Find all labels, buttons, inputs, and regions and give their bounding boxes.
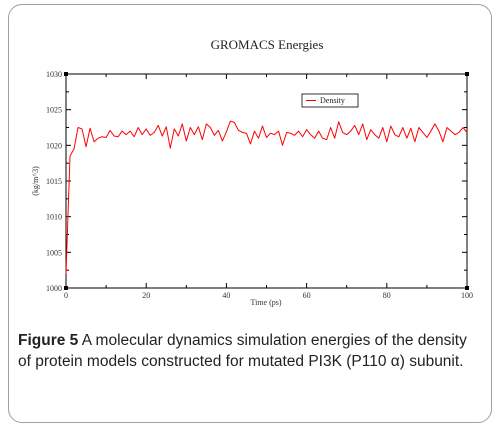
x-tick-label: 20 bbox=[142, 291, 150, 300]
y-axis-ticks: 1000 1005 1010 1015 1020 1025 1030 bbox=[46, 70, 467, 293]
y-tick-label: 1010 bbox=[46, 213, 62, 222]
y-tick-label: 1000 bbox=[46, 284, 62, 293]
legend-box bbox=[301, 93, 359, 108]
figure-caption-label: Figure 5 bbox=[18, 332, 79, 349]
x-axis-ticks: 0 20 40 60 80 100 bbox=[64, 72, 473, 300]
series-line-density bbox=[65, 120, 468, 274]
chart-title: GROMACS Energies bbox=[211, 37, 324, 52]
figure-caption: Figure 5 A molecular dynamics simulation… bbox=[18, 330, 483, 372]
y-tick-label: 1015 bbox=[46, 177, 62, 186]
y-tick-label: 1030 bbox=[46, 70, 62, 79]
y-tick-label: 1020 bbox=[46, 141, 62, 150]
frame-corner-marker bbox=[465, 286, 469, 290]
y-tick-label: 1025 bbox=[46, 106, 62, 115]
legend: Density bbox=[301, 93, 359, 108]
x-tick-label: 60 bbox=[303, 291, 311, 300]
x-tick-label: 100 bbox=[461, 291, 473, 300]
legend-label-density: Density bbox=[320, 96, 345, 105]
series-layer bbox=[65, 120, 468, 274]
y-tick-label: 1005 bbox=[46, 248, 62, 257]
x-axis-label: Time (ps) bbox=[250, 298, 281, 307]
x-tick-label: 80 bbox=[383, 291, 391, 300]
x-tick-label: 40 bbox=[222, 291, 230, 300]
density-line-chart: GROMACS Energies 10001005101010151020102… bbox=[31, 37, 473, 307]
y-axis-label: (kg/m^3) bbox=[31, 166, 40, 196]
frame-corner-marker bbox=[64, 72, 68, 76]
frame-corner-marker bbox=[465, 72, 469, 76]
frame-corner-marker bbox=[64, 286, 68, 290]
plot-frame bbox=[65, 73, 468, 289]
figure-caption-text: A molecular dynamics simulation energies… bbox=[18, 332, 467, 370]
x-tick-label: 0 bbox=[64, 291, 68, 300]
